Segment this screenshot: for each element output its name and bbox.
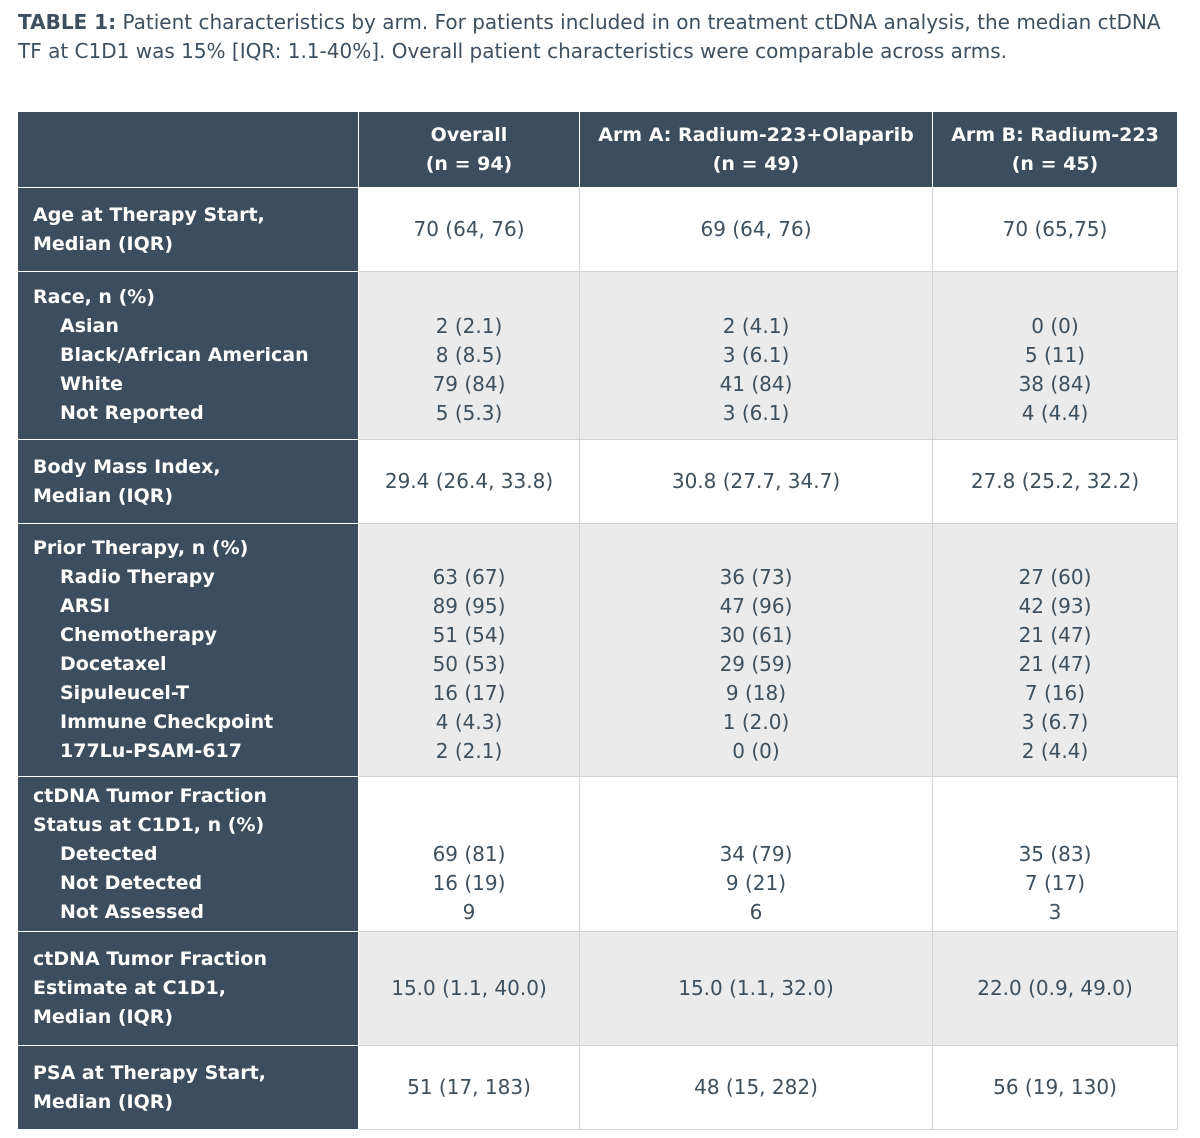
cell-prior-arm-b: 27 (60) 42 (93) 21 (47) 21 (47) 7 (16) 3 (6.7… — [932, 523, 1178, 777]
caption-label: TABLE 1: — [18, 10, 117, 34]
row-label-race: Race, n (%) Asian Black/African American… — [17, 271, 359, 440]
header-arm-a: Arm A: Radium-223+Olaparib (n = 49) — [579, 111, 933, 188]
row-label-bmi: Body Mass Index, Median (IQR) — [17, 439, 359, 524]
cell-psa-arm-b: 56 (19, 130) — [932, 1045, 1178, 1130]
row-label-age: Age at Therapy Start, Median (IQR) — [17, 187, 359, 272]
row-label-psa: PSA at Therapy Start, Median (IQR) — [17, 1045, 359, 1130]
race-not-reported-label: Not Reported — [60, 402, 204, 424]
cell-tf-estimate-overall: 15.0 (1.1, 40.0) — [358, 931, 580, 1046]
cell-age-overall: 70 (64, 76) — [358, 187, 580, 272]
cell-prior-arm-a: 36 (73) 47 (96) 30 (61) 29 (59) 9 (18) 1 (2.0… — [579, 523, 933, 777]
prior-radio-label: Radio Therapy — [60, 566, 215, 588]
row-label-tf-estimate: ctDNA Tumor Fraction Estimate at C1D1, Med… — [17, 931, 359, 1046]
cell-tf-estimate-arm-b: 22.0 (0.9, 49.0) — [932, 931, 1178, 1046]
cell-tf-estimate-arm-a: 15.0 (1.1, 32.0) — [579, 931, 933, 1046]
cell-bmi-arm-b: 27.8 (25.2, 32.2) — [932, 439, 1178, 524]
row-age: Age at Therapy Start, Median (IQR) 70 (64… — [17, 187, 1178, 272]
header-corner-cell — [17, 111, 359, 188]
cell-psa-overall: 51 (17, 183) — [358, 1045, 580, 1130]
race-white-label: White — [60, 373, 123, 395]
tf-not-assessed-label: Not Assessed — [60, 900, 204, 923]
cell-tf-status-overall: 69 (81) 16 (19) 9 — [358, 776, 580, 932]
cell-tf-status-arm-a: 34 (79) 9 (21) 6 — [579, 776, 933, 932]
prior-sipuleucel-label: Sipuleucel-T — [60, 682, 189, 704]
cell-bmi-arm-a: 30.8 (27.7, 34.7) — [579, 439, 933, 524]
prior-chemo-label: Chemotherapy — [60, 624, 217, 646]
tf-detected-label: Detected — [60, 842, 158, 865]
prior-docetaxel-label: Docetaxel — [60, 653, 167, 675]
row-tf-status: ctDNA Tumor Fraction Status at C1D1, n (… — [17, 776, 1178, 932]
cell-psa-arm-a: 48 (15, 282) — [579, 1045, 933, 1130]
row-label-tf-status: ctDNA Tumor Fraction Status at C1D1, n (… — [17, 776, 359, 932]
cell-race-arm-a: 2 (4.1) 3 (6.1) 41 (84) 3 (6.1) — [579, 271, 933, 440]
header-arm-b: Arm B: Radium-223 (n = 45) — [932, 111, 1178, 188]
prior-lu-label: 177Lu-PSAM-617 — [60, 740, 242, 762]
row-tf-estimate: ctDNA Tumor Fraction Estimate at C1D1, Med… — [17, 931, 1178, 1046]
row-psa: PSA at Therapy Start, Median (IQR) 51 (17… — [17, 1045, 1178, 1130]
row-prior-therapy: Prior Therapy, n (%) Radio Therapy ARSI … — [17, 523, 1178, 777]
cell-race-arm-b: 0 (0) 5 (11) 38 (84) 4 (4.4) — [932, 271, 1178, 440]
table-caption: TABLE 1: Patient characteristics by arm.… — [18, 8, 1188, 66]
header-overall: Overall (n = 94) — [358, 111, 580, 188]
cell-prior-overall: 63 (67) 89 (95) 51 (54) 50 (53) 16 (17) 4 (4.… — [358, 523, 580, 777]
cell-bmi-overall: 29.4 (26.4, 33.8) — [358, 439, 580, 524]
patient-characteristics-table: Overall (n = 94) Arm A: Radium-223+Olapar… — [17, 111, 1178, 1130]
cell-tf-status-arm-b: 35 (83) 7 (17) 3 — [932, 776, 1178, 932]
race-asian-label: Asian — [60, 315, 119, 337]
cell-age-arm-b: 70 (65,75) — [932, 187, 1178, 272]
cell-race-overall: 2 (2.1) 8 (8.5) 79 (84) 5 (5.3) — [358, 271, 580, 440]
cell-age-arm-a: 69 (64, 76) — [579, 187, 933, 272]
row-bmi: Body Mass Index, Median (IQR) 29.4 (26.4,… — [17, 439, 1178, 524]
caption-text: Patient characteristics by arm. For pati… — [18, 10, 1161, 63]
tf-not-detected-label: Not Detected — [60, 871, 203, 894]
row-race: Race, n (%) Asian Black/African American… — [17, 271, 1178, 440]
race-black-label: Black/African American — [60, 344, 309, 366]
table-header-row: Overall (n = 94) Arm A: Radium-223+Olapar… — [17, 111, 1178, 188]
row-label-prior-therapy: Prior Therapy, n (%) Radio Therapy ARSI … — [17, 523, 359, 777]
prior-immune-label: Immune Checkpoint — [60, 711, 274, 733]
prior-arsi-label: ARSI — [60, 595, 111, 617]
